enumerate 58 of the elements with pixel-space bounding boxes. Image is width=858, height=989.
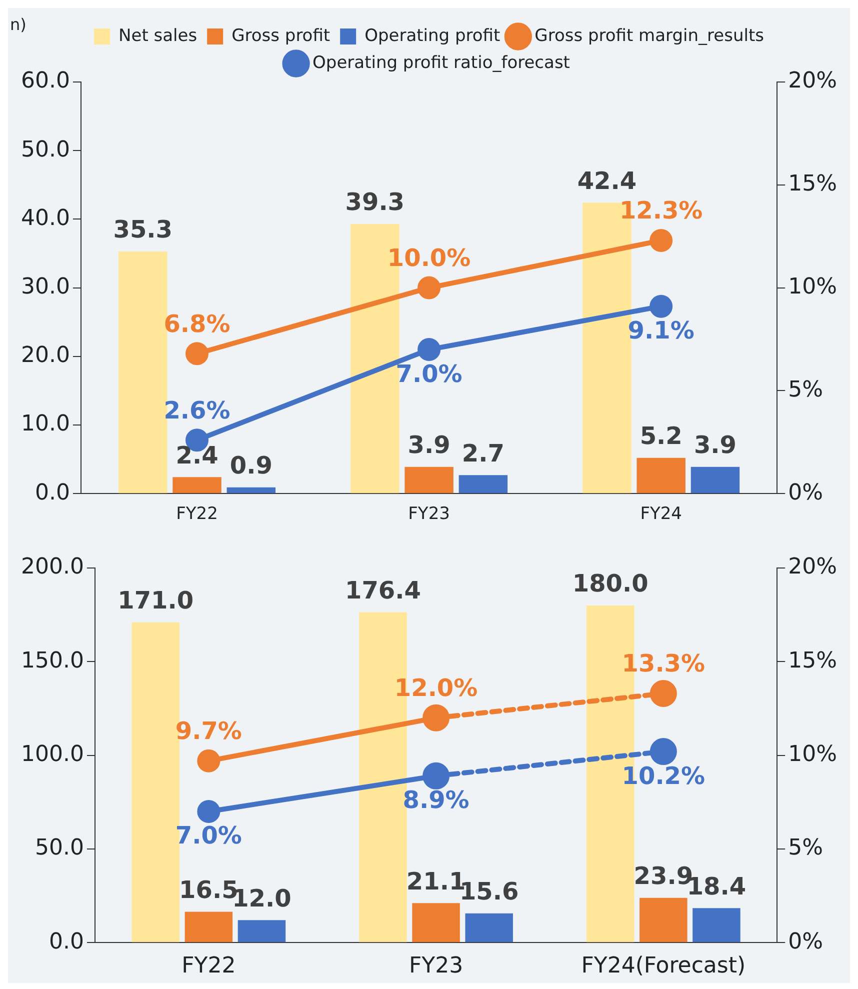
legend-label: Gross profit margin_results	[534, 26, 764, 46]
legend-label: Gross profit	[232, 26, 330, 46]
data-label: 8.9%	[402, 786, 470, 814]
data-label: 2.4	[176, 441, 218, 470]
data-label: 10.0%	[387, 244, 471, 272]
data-label: 2.7	[462, 439, 504, 468]
data-label: 7.0%	[175, 822, 242, 850]
data-label: 5.2	[640, 422, 682, 450]
y2-tick-label: 0%	[788, 929, 824, 954]
y-tick-label: 20.0	[21, 343, 70, 368]
data-label: 9.7%	[175, 717, 242, 746]
y-tick-label: 30.0	[21, 274, 70, 300]
y-tick-label: 100.0	[20, 742, 84, 768]
y-tick-label: 10.0	[21, 412, 70, 437]
data-label: 2.6%	[164, 396, 230, 424]
y2-tick-label: 20%	[788, 68, 838, 94]
data-label: 42.4	[577, 166, 637, 195]
y-tick-label: 200.0	[20, 554, 84, 580]
y2-tick-label: 5%	[788, 377, 824, 402]
data-label: 12.3%	[619, 196, 703, 225]
legend-label: Net sales	[118, 26, 198, 46]
text: n)	[10, 15, 26, 34]
y2-tick-label: 20%	[788, 554, 838, 580]
data-label: 3.9	[408, 431, 450, 460]
data-label: 10.2%	[622, 762, 706, 790]
data-label: 39.3	[345, 188, 405, 216]
data-label: 35.3	[113, 216, 172, 244]
data-label: 0.9	[230, 452, 272, 480]
y2-tick-label: 10%	[788, 274, 838, 300]
x-tick-label: FY24	[640, 504, 682, 524]
data-label: 13.3%	[622, 650, 706, 678]
x-tick-label: FY22	[182, 954, 236, 979]
y2-tick-label: 0%	[788, 480, 824, 506]
data-label: 171.0	[118, 586, 194, 615]
y-tick-label: 0.0	[48, 929, 84, 954]
y2-tick-label: 15%	[788, 172, 838, 197]
x-tick-label: FY22	[176, 504, 218, 524]
y-tick-label: 150.0	[20, 648, 84, 674]
x-tick-label: FY23	[408, 504, 450, 524]
x-tick-label: FY23	[408, 954, 464, 979]
y-tick-label: 50.0	[21, 137, 70, 162]
data-label: 7.0%	[396, 360, 462, 388]
data-label: 180.0	[572, 570, 648, 598]
y-tick-label: 0.0	[34, 480, 70, 506]
y-tick-label: 40.0	[21, 206, 70, 231]
data-label: 9.1%	[628, 316, 694, 345]
legend-label: Operating profit ratio_forecast	[312, 52, 570, 73]
y2-tick-label: 10%	[788, 742, 838, 768]
data-label: 176.4	[345, 576, 421, 604]
data-label: 3.9	[694, 431, 736, 460]
y2-tick-label: 5%	[788, 836, 824, 861]
x-tick-label: FY24(Forecast)	[581, 954, 746, 979]
y2-tick-label: 15%	[788, 648, 838, 674]
data-label: 12.0%	[394, 674, 478, 702]
data-label: 6.8%	[164, 310, 230, 338]
y-tick-label: 60.0	[21, 68, 70, 94]
legend-label: Operating profit	[364, 26, 500, 46]
y-tick-label: 50.0	[34, 836, 84, 861]
